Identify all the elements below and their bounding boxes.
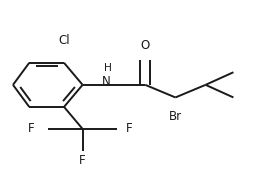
Text: Br: Br (169, 110, 182, 123)
Text: F: F (126, 122, 132, 136)
Text: O: O (141, 39, 150, 52)
Text: H: H (104, 62, 112, 73)
Text: Cl: Cl (58, 34, 70, 47)
Text: F: F (79, 154, 86, 167)
Text: F: F (28, 122, 35, 136)
Text: N: N (101, 75, 110, 88)
